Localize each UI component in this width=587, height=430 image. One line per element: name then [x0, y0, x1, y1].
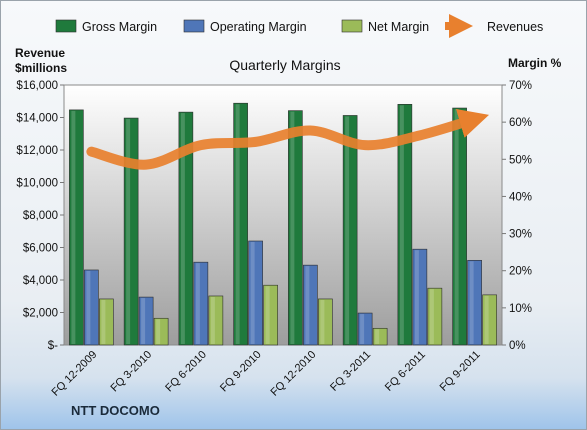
gross-margin-bar [69, 109, 84, 346]
right-axis-ticks: 0% 10% 20% 30% 40% 50% 60% 70% [502, 80, 532, 352]
gross-margin-bar [123, 117, 139, 346]
net-margin-bar [427, 287, 443, 346]
legend-swatch [55, 19, 77, 33]
operating-margin-bar [138, 296, 154, 346]
operating-margin-bar [357, 312, 373, 346]
category-label: FQ 6-2011 [383, 349, 428, 394]
net-margin-bar [263, 284, 278, 346]
right-tick-label: 50% [509, 154, 532, 166]
revenue-line [86, 109, 490, 170]
legend-swatch [183, 19, 205, 33]
right-tick-label: 20% [509, 266, 532, 278]
category-label: FQ 3-2011 [328, 349, 373, 394]
gross-margin-bar [178, 111, 194, 346]
revenues-line [86, 109, 490, 170]
net-margin-bar [482, 294, 497, 346]
left-axis-ticks: $- $2,000 $4,000 $6,000 $8,000 $10,000 $12,000… [16, 80, 64, 352]
category-label: FQ 12-2009 [50, 349, 100, 399]
legend-label: Gross Margin [82, 20, 157, 34]
bar-series [69, 102, 497, 346]
left-axis-label: Revenue [15, 46, 65, 60]
left-tick-label: $8,000 [23, 210, 58, 222]
net-margin-bar [372, 327, 388, 346]
category-label: FQ 9-2010 [218, 349, 264, 395]
right-tick-label: 0% [509, 340, 526, 352]
legend-label: Revenues [487, 20, 543, 34]
operating-margin-bar [248, 240, 263, 346]
gross-margin-bar [342, 115, 358, 346]
left-tick-label: $10,000 [16, 178, 58, 190]
legend-label: Operating Margin [210, 20, 307, 34]
company-name: NTT DOCOMO [71, 403, 160, 418]
right-axis-label: Margin % [508, 56, 562, 70]
left-axis-unit: $millions [15, 61, 67, 75]
operating-margin-bar [467, 260, 482, 346]
operating-margin-bar [84, 269, 99, 346]
legend: Gross Margin Operating Margin Net Margin Re… [55, 14, 543, 38]
gross-margin-bar [288, 110, 303, 346]
net-margin-bar [153, 317, 169, 346]
right-tick-label: 70% [509, 80, 532, 92]
right-tick-label: 10% [509, 303, 532, 315]
net-margin-bar [99, 298, 114, 346]
category-label: FQ 9-2011 [438, 349, 483, 394]
left-tick-label: $- [48, 340, 58, 352]
legend-label: Net Margin [368, 20, 429, 34]
category-label: FQ 12-2010 [269, 349, 319, 399]
category-label: FQ 3-2010 [109, 349, 155, 395]
chart-title: Quarterly Margins [229, 57, 340, 73]
right-tick-label: 30% [509, 229, 532, 241]
left-tick-label: $2,000 [23, 308, 58, 320]
right-tick-label: 40% [509, 191, 532, 203]
left-tick-label: $6,000 [23, 243, 58, 255]
category-label: FQ 6-2010 [163, 349, 209, 395]
operating-margin-bar [303, 264, 318, 346]
net-margin-bar [318, 298, 333, 346]
legend-swatch [341, 19, 363, 33]
legend-item-gross-margin: Gross Margin [55, 19, 157, 34]
operating-margin-bar [412, 248, 428, 346]
legend-item-net-margin: Net Margin [341, 19, 429, 34]
gross-margin-bar [397, 104, 413, 346]
right-tick-label: 60% [509, 117, 532, 129]
legend-item-revenues: Revenues [445, 14, 543, 38]
legend-item-operating-margin: Operating Margin [183, 19, 307, 34]
gross-margin-bar [452, 107, 467, 346]
left-tick-label: $4,000 [23, 275, 58, 287]
left-tick-label: $12,000 [16, 145, 58, 157]
left-tick-label: $16,000 [16, 80, 58, 92]
operating-margin-bar [193, 261, 209, 346]
left-tick-label: $14,000 [16, 113, 58, 125]
gross-margin-bar [233, 102, 248, 346]
category-axis-labels: FQ 12-2009 FQ 3-2010 FQ 6-2010 FQ 9-2010 FQ … [50, 349, 483, 399]
net-margin-bar [208, 295, 224, 346]
